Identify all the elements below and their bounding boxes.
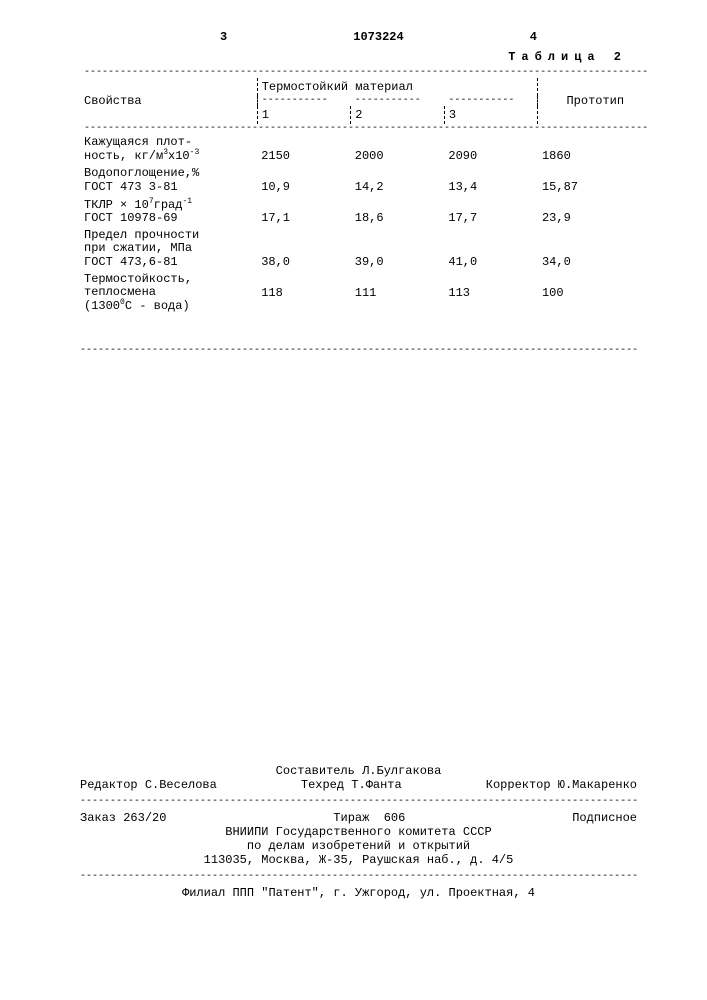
- table-caption: Таблица 2: [80, 50, 637, 64]
- cell: 2000: [351, 134, 445, 165]
- footer-dash: ----------------------------------------…: [80, 871, 637, 882]
- cell: 113: [444, 271, 538, 316]
- corrector-name: Ю.Макаренко: [558, 778, 637, 792]
- podpisnoe: Подписное: [572, 811, 637, 825]
- table-row: ----------------------------------------…: [80, 124, 652, 134]
- header-properties: Свойства: [80, 78, 257, 124]
- table-header-row-1: Свойства Термостойкий материал Прототип: [80, 78, 652, 96]
- cell: 118: [257, 271, 351, 316]
- page-number-left: 3: [220, 30, 227, 44]
- cell: 100: [538, 271, 652, 316]
- page-number-right: 4: [530, 30, 537, 44]
- footer-editor: Редактор С.Веселова: [80, 778, 217, 792]
- row-label: Кажущаяся плот-ность, кг/м3x10-3: [80, 134, 257, 165]
- footer-corrector: Корректор Ю.Макаренко: [486, 778, 637, 792]
- editor-name: С.Веселова: [145, 778, 217, 792]
- dash-line: -----------: [444, 96, 538, 106]
- document-number: 1073224: [353, 30, 403, 44]
- cell: 34,0: [538, 227, 652, 271]
- order-num: 263/20: [123, 811, 166, 825]
- row-label: Водопоглощение,%ГОСТ 473 3-81: [80, 165, 257, 195]
- cell: 111: [351, 271, 445, 316]
- order: Заказ 263/20: [80, 811, 166, 825]
- footer-order: Заказ 263/20 Тираж 606 Подписное: [80, 811, 637, 825]
- row-label: Предел прочностипри сжатии, МПаГОСТ 473,…: [80, 227, 257, 271]
- editor-label: Редактор: [80, 778, 138, 792]
- dash-line: ----------------------------------------…: [80, 124, 652, 134]
- page-header: 3 1073224 4: [80, 30, 637, 44]
- order-label: Заказ: [80, 811, 116, 825]
- header-col2: 2: [351, 106, 445, 124]
- tirazh-label: Тираж: [333, 811, 369, 825]
- tirazh: Тираж 606: [333, 811, 405, 825]
- footer-org1: ВНИИПИ Государственного комитета СССР: [80, 825, 637, 839]
- cell: 1860: [538, 134, 652, 165]
- footer-org2: по делам изобретений и открытий: [80, 839, 637, 853]
- header-col3: 3: [444, 106, 538, 124]
- dash-line: ----------------------------------------…: [80, 68, 652, 78]
- cell: 38,0: [257, 227, 351, 271]
- cell: 14,2: [351, 165, 445, 195]
- techred-name: Т.Фанта: [351, 778, 401, 792]
- footer-compiler: Составитель Л.Булгакова: [80, 764, 637, 778]
- table-row: Водопоглощение,%ГОСТ 473 3-81 10,9 14,2 …: [80, 165, 652, 195]
- table-row: Кажущаяся плот-ность, кг/м3x10-3 2150 20…: [80, 134, 652, 165]
- data-table: ----------------------------------------…: [80, 68, 652, 315]
- cell: 41,0: [444, 227, 538, 271]
- page-root: 3 1073224 4 Таблица 2 ------------------…: [0, 0, 707, 1000]
- table-row: ----------------------------------------…: [80, 68, 652, 78]
- cell: 17,1: [257, 196, 351, 227]
- cell: 2150: [257, 134, 351, 165]
- cell: 10,9: [257, 165, 351, 195]
- cell: 15,87: [538, 165, 652, 195]
- cell: 18,6: [351, 196, 445, 227]
- footer-addr2: Филиал ППП "Патент", г. Ужгород, ул. Про…: [80, 886, 637, 900]
- footer-block: Составитель Л.Булгакова Редактор С.Весел…: [80, 764, 637, 900]
- header-prototype: Прототип: [538, 78, 652, 124]
- footer-addr1: 113035, Москва, Ж-35, Раушская наб., д. …: [80, 853, 637, 867]
- cell: 39,0: [351, 227, 445, 271]
- footer-techred: Техред Т.Фанта: [301, 778, 402, 792]
- header-thermo: Термостойкий материал: [257, 78, 538, 96]
- cell: 17,7: [444, 196, 538, 227]
- compiler-label: Составитель: [276, 764, 355, 778]
- footer-credits: Редактор С.Веселова Техред Т.Фанта Корре…: [80, 778, 637, 792]
- cell: 13,4: [444, 165, 538, 195]
- table-end-dash: ----------------------------------------…: [80, 345, 637, 356]
- compiler-name: Л.Булгакова: [362, 764, 441, 778]
- cell: 23,9: [538, 196, 652, 227]
- table-row: Предел прочностипри сжатии, МПаГОСТ 473,…: [80, 227, 652, 271]
- header-col1: 1: [257, 106, 351, 124]
- row-label: Термостойкость,теплосмена(13000С - вода): [80, 271, 257, 316]
- table-row: ТКЛР × 107град-1ГОСТ 10978-69 17,1 18,6 …: [80, 196, 652, 227]
- corrector-label: Корректор: [486, 778, 551, 792]
- dash-line: -----------: [351, 96, 445, 106]
- techred-label: Техред: [301, 778, 344, 792]
- table-row: Термостойкость,теплосмена(13000С - вода)…: [80, 271, 652, 316]
- row-label: ТКЛР × 107град-1ГОСТ 10978-69: [80, 196, 257, 227]
- tirazh-num: 606: [384, 811, 406, 825]
- dash-line: -----------: [257, 96, 351, 106]
- footer-dash: ----------------------------------------…: [80, 796, 637, 807]
- cell: 2090: [444, 134, 538, 165]
